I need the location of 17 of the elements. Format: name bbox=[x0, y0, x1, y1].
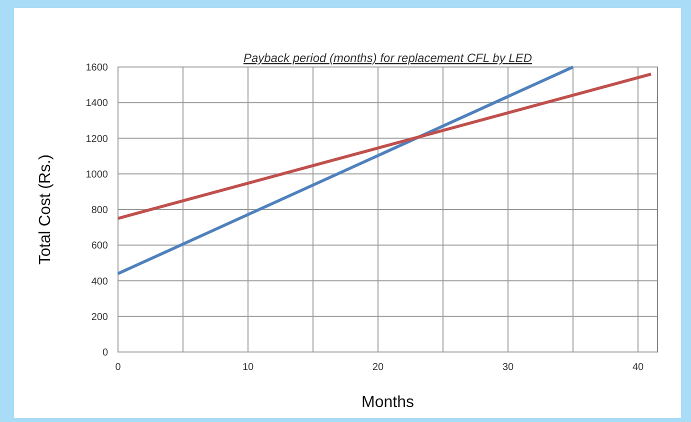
x-tick-label: 40 bbox=[632, 362, 644, 373]
y-tick-label: 800 bbox=[91, 205, 108, 216]
y-tick-label: 400 bbox=[91, 276, 108, 288]
y-tick-label: 1600 bbox=[86, 62, 108, 74]
chart-title: Payback period (months) for replacement CFL by LED bbox=[243, 51, 532, 65]
y-tick-label: 1000 bbox=[86, 169, 108, 180]
y-tick-label: 200 bbox=[91, 312, 108, 323]
x-tick-label: 0 bbox=[115, 362, 122, 373]
y-axis-title: Total Cost (Rs.) bbox=[37, 154, 54, 265]
x-tick-label: 10 bbox=[242, 362, 254, 373]
x-tick-label: 20 bbox=[372, 362, 384, 373]
x-axis-title: Months bbox=[362, 394, 414, 411]
y-tick-label: 1400 bbox=[86, 98, 108, 110]
y-tick-label: 0 bbox=[102, 348, 108, 358]
y-tick-label: 1200 bbox=[86, 134, 108, 145]
y-tick-label: 600 bbox=[91, 240, 108, 252]
x-tick-label: 30 bbox=[502, 362, 514, 373]
